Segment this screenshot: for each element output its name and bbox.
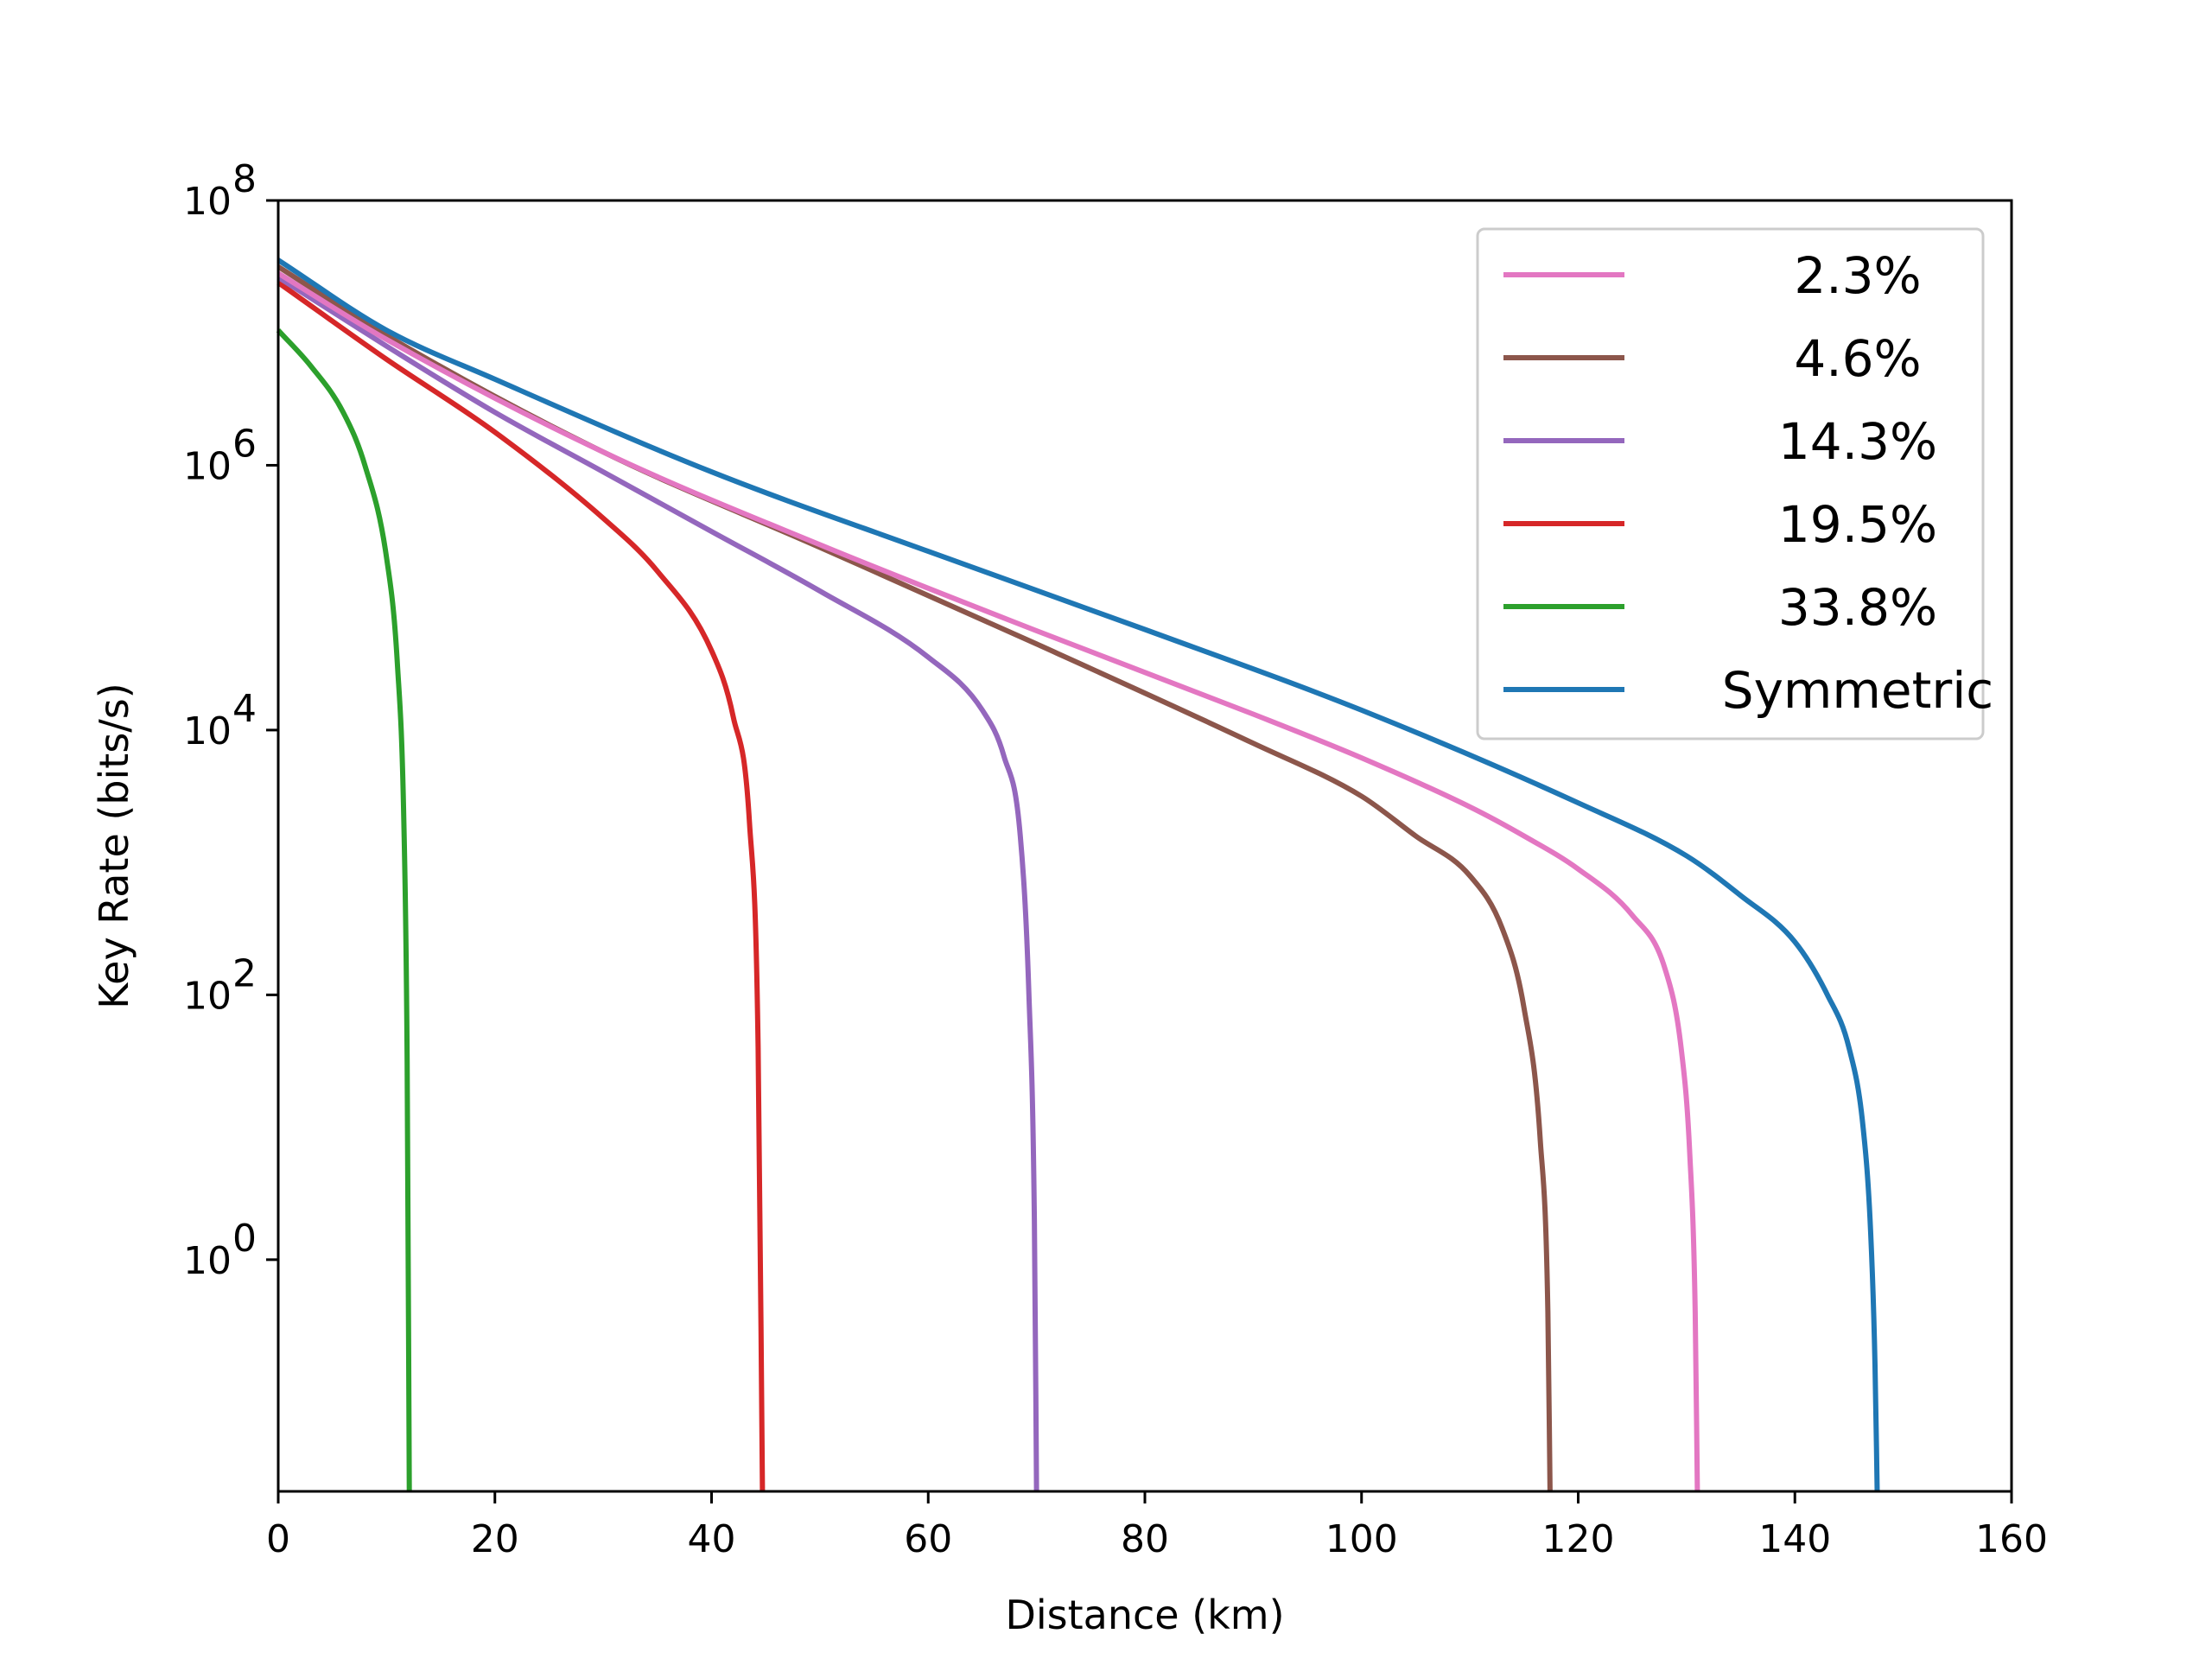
legend-label-19-5: 19.5% [1778,495,1937,554]
x-tick-label: 160 [1975,1517,2048,1561]
y-tick-label: 10 [183,709,232,753]
y-tick-label-exponent: 4 [232,687,257,731]
x-tick-label: 100 [1325,1517,1398,1561]
x-tick-label: 0 [266,1517,290,1561]
y-axis-label: Key Rate (bits/s) [91,683,137,1008]
legend-label-14-3: 14.3% [1778,412,1937,471]
y-tick-label-exponent: 6 [232,422,257,466]
y-tick-label: 10 [183,180,232,224]
series-line-33-8 [276,328,412,1492]
x-tick-label: 120 [1542,1517,1615,1561]
x-tick-label: 60 [904,1517,952,1561]
x-tick-label: 140 [1758,1517,1831,1561]
legend-label-4-6: 4.6% [1794,329,1921,388]
x-tick-label: 20 [471,1517,519,1561]
series-line-4-6 [276,264,1553,1492]
x-tick-label: 80 [1121,1517,1169,1561]
series-layer [276,257,1880,1492]
series-line-19-5 [276,280,766,1492]
x-axis: 0 20 40 60 80 100 120 140 160 [266,1491,2048,1561]
series-line-2-3 [276,270,1700,1492]
y-tick-label-exponent: 2 [232,951,257,995]
legend-label-symmetric: Symmetric [1722,661,1993,720]
y-tick-label: 10 [183,444,232,488]
series-line-14-3 [276,275,1039,1492]
x-tick-label: 40 [688,1517,736,1561]
series-line-symmetric [276,257,1880,1492]
x-axis-label: Distance (km) [1005,1592,1284,1638]
y-tick-label-exponent: 0 [232,1217,257,1261]
legend: 2.3% 4.6% 14.3% 19.5% 33.8% Symmetric [1476,227,1993,741]
legend-label-2-3: 2.3% [1794,246,1921,305]
y-tick-label-exponent: 8 [232,157,257,201]
y-tick-label: 10 [183,1239,232,1283]
legend-label-33-8: 33.8% [1778,578,1937,637]
y-tick-label: 10 [183,974,232,1018]
